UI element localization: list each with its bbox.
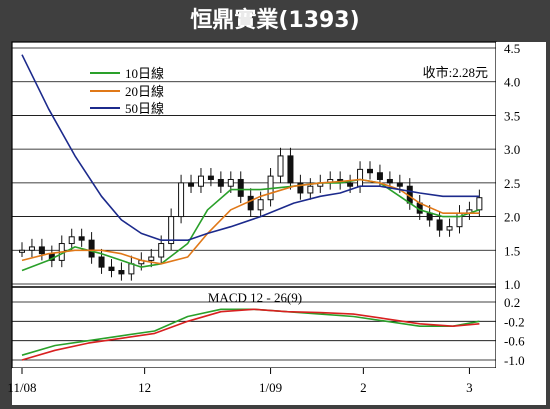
candle-body <box>118 270 125 275</box>
candle-body <box>357 168 364 187</box>
series-line-2 <box>21 54 480 241</box>
x-axis-area <box>12 368 546 405</box>
candle-body <box>98 256 105 268</box>
x-tick-label: 11/08 <box>7 380 36 395</box>
x-tick-label: 1/09 <box>259 380 282 395</box>
candle-body <box>307 185 314 194</box>
candle-body <box>168 216 175 245</box>
title-banner <box>0 0 550 38</box>
price-tick-label: 4.0 <box>504 75 520 90</box>
price-tick-label: 3.0 <box>504 142 520 157</box>
price-tick-label: 3.5 <box>504 108 520 123</box>
candle-body <box>217 178 224 187</box>
price-tick-label: 2.5 <box>504 176 520 191</box>
price-tick-label: 1.5 <box>504 243 520 258</box>
price-tick-label: 1.0 <box>504 277 520 292</box>
y-axis-area <box>496 42 546 368</box>
candle-body <box>207 175 214 180</box>
series-line-0 <box>21 178 480 272</box>
candle-body <box>436 219 443 231</box>
candle-body <box>227 178 234 187</box>
candle-body <box>237 178 244 197</box>
candle-body <box>376 172 383 180</box>
candle-body <box>277 155 284 177</box>
legend-label-50: 50日線 <box>125 101 164 116</box>
series-lines <box>21 54 480 361</box>
candle-body <box>367 168 373 174</box>
macd-tick-label: 0.2 <box>504 295 520 310</box>
x-tick-label: 2 <box>360 380 367 395</box>
candle-body <box>347 182 354 187</box>
candle-body <box>287 155 294 184</box>
legend-label-20: 20日線 <box>125 84 164 99</box>
macd-label: MACD 12 - 26(9) <box>208 290 302 305</box>
legend: 10日線 20日線 50日線 <box>90 66 164 116</box>
candle-body <box>247 195 254 211</box>
candle-body <box>28 246 35 251</box>
x-tick-label: 12 <box>138 380 151 395</box>
candle-body <box>197 175 204 187</box>
legend-label-10: 10日線 <box>125 66 164 81</box>
macd-axis-ticks: 0.2 -0.2 -0.6 -1.0 <box>504 295 525 368</box>
candle-body <box>88 239 95 258</box>
candle-body <box>188 182 195 187</box>
candle-body <box>148 256 155 261</box>
candle-body <box>426 212 433 221</box>
candle-body <box>128 263 135 275</box>
series-line-4 <box>21 308 480 361</box>
macd-tick-label: -1.0 <box>504 353 525 368</box>
chart-title: 恒鼎實業(1393) <box>190 7 359 33</box>
x-axis-ticks: 11/08 12 1/09 2 3 <box>7 368 473 395</box>
macd-tick-label: -0.2 <box>504 314 525 329</box>
candle-body <box>297 182 304 194</box>
price-tick-label: 4.5 <box>504 41 520 56</box>
candle-body <box>386 178 393 184</box>
macd-tick-label: -0.6 <box>504 334 525 349</box>
candle-body <box>19 249 25 253</box>
plot-area <box>11 41 497 369</box>
candle-body <box>396 182 403 187</box>
candle-body <box>68 236 75 245</box>
candle-body <box>257 199 264 211</box>
candle-body <box>158 243 165 258</box>
x-tick-label: 3 <box>466 380 473 395</box>
close-price-annotation: 收市:2.28元 <box>423 65 488 80</box>
candle-body <box>476 197 483 211</box>
price-tick-label: 2.0 <box>504 210 520 225</box>
price-axis-ticks: 1.0 1.5 2.0 2.5 3.0 3.5 4.0 4.5 <box>504 41 520 292</box>
series-line-1 <box>21 178 480 265</box>
candle-body <box>178 182 185 218</box>
candle-body <box>108 266 115 272</box>
candle-body <box>78 236 85 241</box>
candle-body <box>38 246 45 255</box>
candle-body <box>446 226 453 231</box>
